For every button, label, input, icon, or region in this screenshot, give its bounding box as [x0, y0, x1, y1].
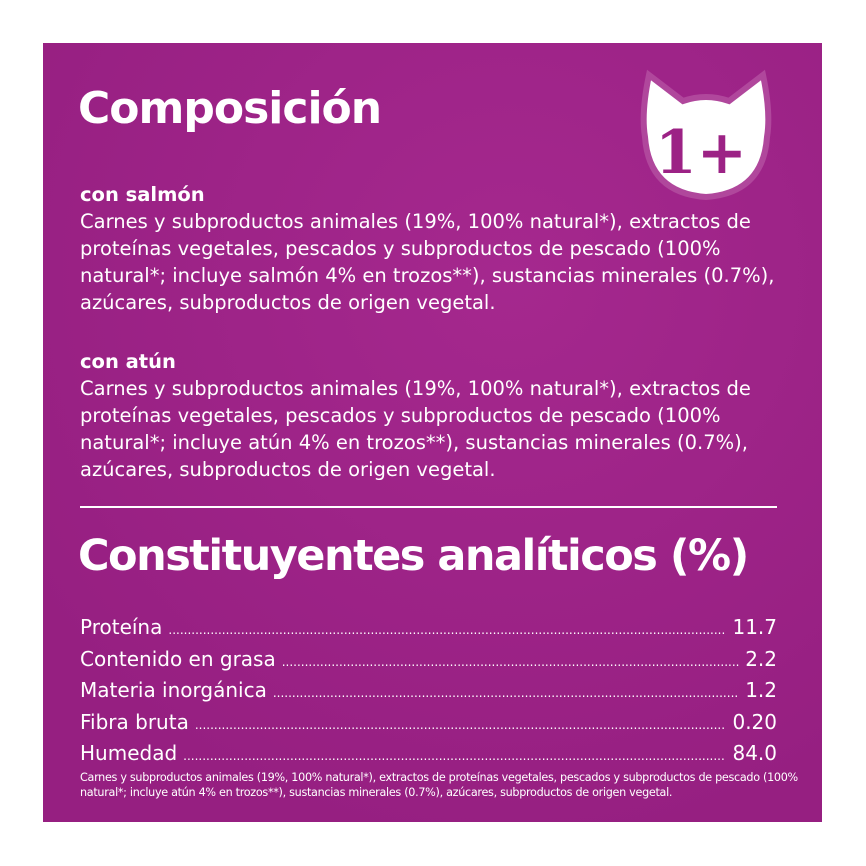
- row-label: Humedad: [80, 741, 178, 765]
- composition-title: Composición: [78, 83, 382, 134]
- row-value: 11.7: [732, 615, 777, 639]
- table-row: Humedad 84.0: [80, 739, 777, 771]
- row-value: 2.2: [745, 646, 777, 671]
- section-heading: con salmón: [80, 183, 205, 206]
- leader-dots: [282, 648, 739, 677]
- table-row: Proteína 11.7: [80, 613, 777, 645]
- age-badge-label: 1+: [655, 118, 747, 188]
- cat-head-icon: 1+: [640, 69, 772, 201]
- leader-dots: [183, 742, 726, 771]
- analytical-table: Proteína 11.7 Contenido en grasa 2.2 Mater…: [80, 613, 777, 771]
- footnote: Carnes y subproductos animales (19%, 100…: [80, 771, 798, 799]
- divider: [80, 506, 777, 508]
- composition-panel: Composición 1+ con salmón Carnes y subpr…: [43, 43, 822, 822]
- row-label: Fibra bruta: [80, 709, 189, 734]
- section-tuna: con atún Carnes y subproductos animales …: [80, 348, 790, 483]
- table-row: Materia inorgánica 1.2: [80, 676, 777, 708]
- leader-dots: [273, 679, 739, 708]
- row-label: Materia inorgánica: [80, 678, 267, 702]
- section-salmon: con salmón Carnes y subproductos animale…: [80, 181, 790, 316]
- leader-dots: [168, 616, 726, 645]
- table-row: Fibra bruta 0.20: [80, 708, 777, 740]
- table-row: Contenido en grasa 2.2: [80, 645, 777, 677]
- leader-dots: [195, 711, 727, 740]
- row-value: 1.2: [745, 678, 777, 702]
- row-label: Proteína: [80, 615, 163, 639]
- section-heading: con atún: [80, 350, 176, 373]
- section-text: Carnes y subproductos animales (19%, 100…: [80, 377, 751, 481]
- row-value: 84.0: [732, 741, 777, 765]
- analytical-title: Constituyentes analíticos (%): [78, 531, 749, 581]
- row-value: 0.20: [732, 709, 777, 734]
- section-text: Carnes y subproductos animales (19%, 100…: [80, 210, 775, 314]
- row-label: Contenido en grasa: [80, 646, 276, 671]
